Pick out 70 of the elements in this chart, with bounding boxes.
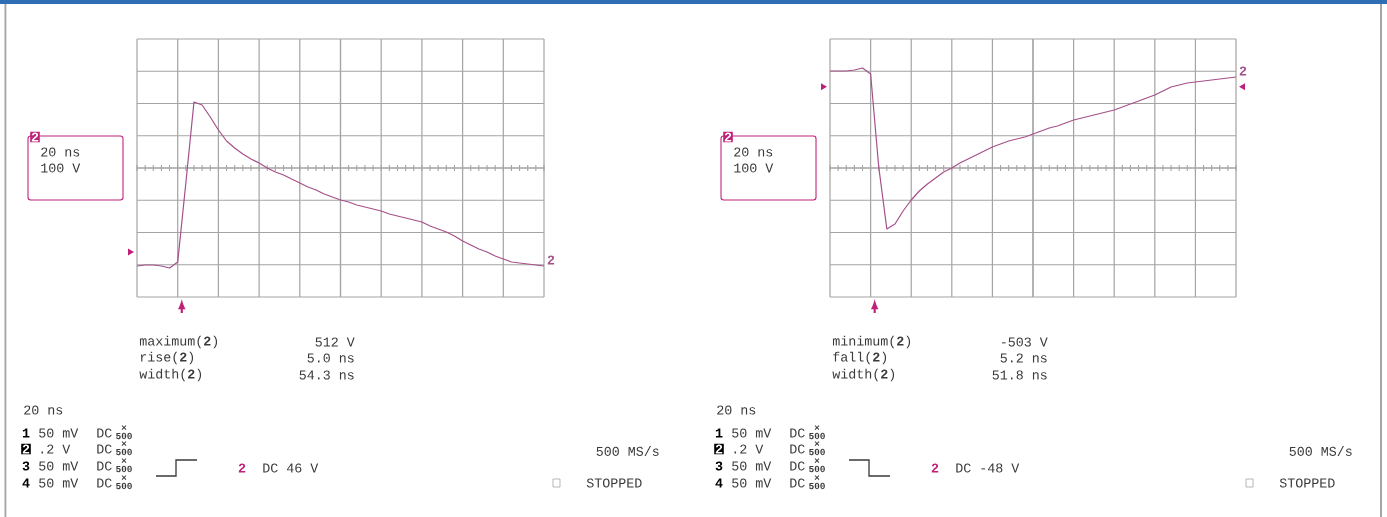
- text: 50 mV: [39, 478, 79, 488]
- text: 2: [724, 132, 732, 142]
- text: DC: [97, 428, 112, 438]
- text: .2 V: [41, 444, 71, 454]
- text: 2: [931, 463, 939, 473]
- text: 500: [116, 465, 132, 473]
- text: DC: [790, 444, 805, 454]
- text: width(2): [139, 368, 202, 382]
- text: 2: [31, 132, 39, 142]
- text: -503 V: [1001, 337, 1048, 347]
- text: 500: [116, 482, 132, 490]
- text: 500 MS/s: [596, 446, 659, 456]
- text: width(2): [832, 368, 895, 382]
- text: DC: [790, 428, 805, 438]
- text: 3: [22, 461, 30, 471]
- text: ×: [814, 441, 820, 446]
- text: 500: [809, 448, 825, 456]
- text: 500: [809, 432, 825, 440]
- text: 50 mV: [732, 478, 772, 488]
- text: rise(2): [140, 351, 194, 365]
- text: ×: [121, 475, 127, 480]
- text: 100 V: [41, 163, 81, 173]
- text: STOPPED: [586, 478, 642, 488]
- text: 54.3 ns: [299, 370, 354, 380]
- text: 500: [809, 465, 825, 473]
- text: 500: [809, 482, 825, 490]
- text: 500: [116, 432, 132, 440]
- series-label: 2: [547, 255, 555, 265]
- text: 512 V: [315, 337, 355, 347]
- text: DC -48 V: [956, 463, 1020, 473]
- text: .2 V: [734, 444, 764, 454]
- text: ×: [121, 425, 127, 430]
- text: DC: [97, 444, 112, 454]
- text: DC: [97, 461, 112, 471]
- text: 1: [715, 428, 723, 438]
- text: ×: [814, 425, 820, 430]
- text: DC 46 V: [263, 463, 319, 473]
- text: 500: [116, 448, 132, 456]
- text: minimum(2): [832, 335, 911, 349]
- text: 500 MS/s: [1289, 446, 1352, 456]
- text: 5.0 ns: [307, 353, 354, 363]
- text: 50 mV: [39, 428, 79, 438]
- text: 2: [238, 463, 246, 473]
- text: DC: [790, 461, 805, 471]
- text: ×: [121, 458, 127, 463]
- text: 20 ns: [734, 147, 773, 157]
- text: fall(2): [833, 351, 887, 365]
- text: 20 ns: [717, 405, 756, 415]
- text: ×: [814, 475, 820, 480]
- text: 50 mV: [732, 461, 772, 471]
- text: 4: [22, 478, 30, 488]
- text: STOPPED: [1279, 478, 1335, 488]
- text: ×: [121, 441, 127, 446]
- text: 5.2 ns: [1000, 353, 1047, 363]
- text: 20 ns: [24, 405, 63, 415]
- text: 50 mV: [732, 428, 772, 438]
- text: ×: [814, 458, 820, 463]
- text: 20 ns: [41, 147, 80, 157]
- text: 50 mV: [39, 461, 79, 471]
- text: DC: [790, 478, 805, 488]
- text: 1: [22, 428, 30, 438]
- text: 100 V: [734, 163, 774, 173]
- text: 2: [22, 444, 30, 454]
- text: 51.8 ns: [992, 370, 1047, 380]
- text: 4: [715, 478, 723, 488]
- text: maximum(2): [139, 335, 218, 349]
- text: 3: [715, 461, 723, 471]
- series-label: 2: [1239, 66, 1247, 76]
- text: 2: [715, 444, 723, 454]
- text: DC: [97, 478, 112, 488]
